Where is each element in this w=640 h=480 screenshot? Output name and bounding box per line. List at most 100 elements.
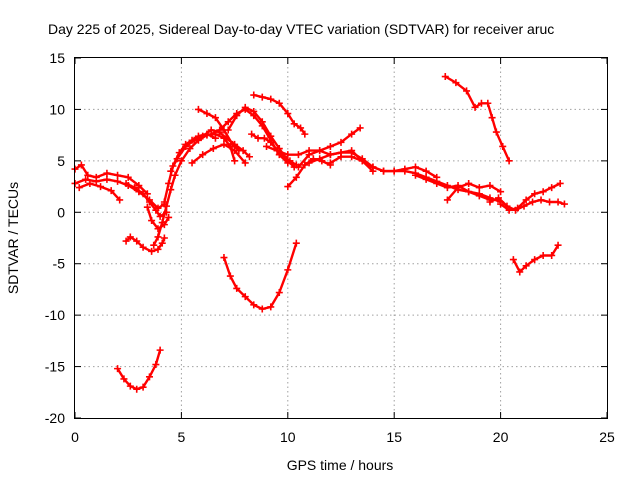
data-point — [316, 155, 324, 163]
data-point — [194, 105, 202, 113]
data-point — [560, 200, 568, 208]
data-point — [337, 138, 345, 146]
data-point — [228, 140, 236, 148]
data-point — [497, 188, 505, 196]
x-axis-label: GPS time / hours — [287, 457, 394, 473]
data-point — [348, 153, 356, 161]
data-point — [484, 99, 492, 107]
data-point — [273, 147, 281, 155]
data-point — [158, 219, 166, 227]
data-point — [297, 124, 305, 132]
data-point — [131, 184, 139, 192]
series-arc-11 — [194, 105, 243, 155]
data-point — [463, 87, 471, 95]
data-point — [139, 383, 147, 391]
data-point — [124, 173, 132, 181]
data-point — [326, 142, 334, 150]
data-point — [294, 151, 302, 159]
data-point — [280, 153, 288, 161]
data-point — [486, 198, 494, 206]
data-point — [135, 182, 143, 190]
data-point — [211, 114, 219, 122]
data-point — [531, 256, 539, 264]
data-point — [286, 157, 294, 165]
data-point — [203, 110, 211, 118]
data-point — [477, 99, 485, 107]
data-point — [554, 198, 562, 206]
data-point — [554, 241, 562, 249]
y-tick-label: 0 — [57, 204, 65, 220]
data-point — [122, 237, 130, 245]
series-arc-26 — [509, 241, 562, 276]
data-point — [241, 159, 249, 167]
data-point — [190, 136, 198, 144]
data-point — [499, 142, 507, 150]
data-point — [86, 179, 94, 187]
y-tick-label: -20 — [45, 410, 65, 426]
series-line-arc-20 — [329, 155, 492, 202]
data-point — [165, 213, 173, 221]
data-point — [514, 204, 522, 212]
data-point — [158, 239, 166, 247]
plot-frame — [74, 57, 608, 419]
data-point — [122, 179, 130, 187]
data-point — [226, 272, 234, 280]
data-point — [220, 254, 228, 262]
data-point — [126, 382, 134, 390]
series-arc-09 — [167, 126, 253, 175]
data-point — [231, 157, 239, 165]
data-point — [546, 198, 554, 206]
x-tick-label: 20 — [493, 429, 509, 445]
series-arc-18 — [294, 124, 364, 171]
data-point — [531, 190, 539, 198]
series-line-arc-10 — [190, 143, 247, 165]
series-arc-07 — [150, 130, 239, 249]
data-point — [471, 103, 479, 111]
series-layer — [71, 73, 568, 393]
data-point — [199, 151, 207, 159]
y-tick-label: -10 — [45, 307, 65, 323]
data-point — [292, 173, 300, 181]
data-point — [97, 183, 105, 191]
data-point — [114, 177, 122, 185]
series-arc-03 — [75, 179, 124, 204]
data-point — [177, 157, 185, 165]
data-point — [316, 147, 324, 155]
data-point — [509, 256, 517, 264]
data-point — [150, 241, 158, 249]
data-point — [411, 171, 419, 179]
series-arc-15 — [250, 91, 309, 138]
data-point — [248, 130, 256, 138]
data-point — [241, 103, 249, 111]
data-point — [163, 202, 171, 210]
data-point — [267, 95, 275, 103]
data-point — [411, 163, 419, 171]
data-point — [275, 289, 283, 297]
data-point — [133, 385, 141, 393]
data-point — [516, 268, 524, 276]
data-point — [358, 157, 366, 165]
data-point — [305, 151, 313, 159]
data-point — [522, 262, 530, 270]
data-point — [148, 247, 156, 255]
data-point — [539, 251, 547, 259]
ticks-layer: 0 5 10 15 20 25 -20 -15 -10 -5 0 5 10 15 — [45, 50, 615, 445]
data-point — [260, 134, 268, 142]
data-point — [145, 198, 153, 206]
data-point — [182, 142, 190, 150]
data-point — [475, 190, 483, 198]
data-point — [443, 184, 451, 192]
data-point — [275, 99, 283, 107]
data-point — [488, 114, 496, 122]
data-point — [492, 128, 500, 136]
data-point — [250, 91, 258, 99]
data-point — [114, 171, 122, 179]
data-point — [220, 140, 228, 148]
data-point — [245, 153, 253, 161]
data-point — [520, 202, 528, 210]
data-point — [326, 151, 334, 159]
data-point — [548, 251, 556, 259]
data-point — [216, 126, 224, 134]
data-point — [154, 245, 162, 253]
data-point — [305, 159, 313, 167]
